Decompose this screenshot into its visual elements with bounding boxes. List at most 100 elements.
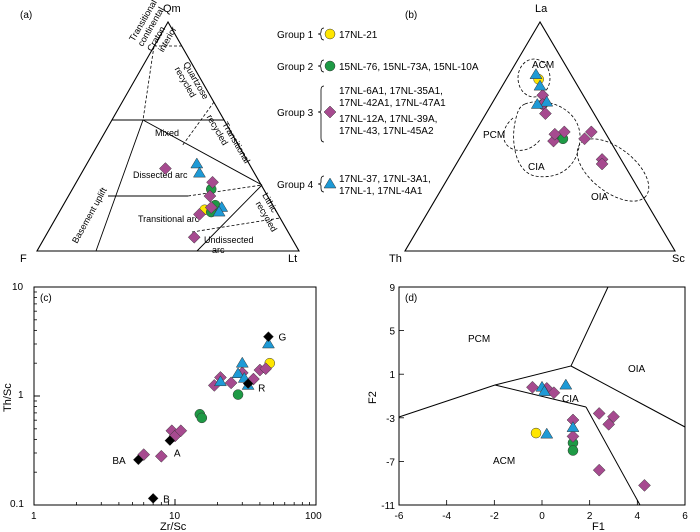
field-cia-outline: [513, 101, 581, 178]
panel-d-xlabel: F1: [592, 521, 605, 532]
data-point-group-4: [235, 356, 249, 368]
data-point-group-3: [566, 429, 580, 443]
legend-marker-group-4: [323, 177, 337, 189]
field-cia: CIA: [528, 162, 545, 173]
reference-point: [133, 454, 144, 466]
panel-d-boundary: [585, 406, 641, 506]
field-pcm: PCM: [468, 334, 490, 345]
field-undissected-arc-2: arc: [212, 245, 225, 255]
panel-a-boundary: [187, 184, 263, 197]
panel-b-apex-th: Th: [389, 253, 402, 265]
panel-d-label: (d): [405, 293, 417, 304]
field-pcm-outline: [503, 117, 541, 151]
legend-samples: 17NL-6A1, 17NL-35A1,: [339, 86, 443, 97]
data-point-group-3: [539, 107, 552, 120]
reference-point: [164, 435, 176, 446]
data-point-group-3: [174, 424, 188, 438]
reference-label: G: [278, 333, 286, 344]
data-point-group-4: [540, 95, 554, 107]
legend-brace: [317, 59, 325, 73]
data-point-group-3: [638, 479, 651, 492]
data-point-group-3: [224, 376, 238, 390]
panel-c-ytick: 0.1: [10, 499, 24, 510]
data-point-group-4: [231, 367, 245, 379]
panel-d-ytick: -3: [386, 414, 395, 425]
legend-samples: 15NL-76, 15NL-73A, 15NL-10A: [339, 62, 479, 73]
panel-d-ylabel: F2: [367, 391, 379, 404]
panel-d-xtick: -4: [442, 511, 451, 522]
panel-c-ticks: [33, 286, 317, 506]
panel-b-marks: [529, 68, 609, 171]
data-point-group-3: [592, 463, 606, 477]
reference-label: B: [163, 494, 170, 505]
panel-a-boundary: [142, 45, 155, 121]
data-point-group-3: [187, 230, 201, 244]
data-point-group-3: [206, 175, 219, 189]
data-point-group-2: [232, 389, 244, 400]
data-point-group-3: [602, 417, 616, 431]
data-point-group-4: [262, 337, 275, 349]
field-mixed: Mixed: [155, 128, 179, 138]
data-point-group-3: [204, 201, 218, 214]
data-point-group-3: [203, 189, 217, 203]
data-point-group-3: [592, 407, 606, 420]
field-undissected-arc: Undissected: [204, 235, 254, 245]
reference-point: [242, 378, 254, 389]
data-point-group-4: [559, 378, 573, 390]
field-dissected-arc: Dissected arc: [133, 170, 188, 180]
legend-brace: [317, 85, 325, 143]
panel-d: (d) -6 -4 -2 0 2 4 6 -11 -7 -3 1 5 9 PCM OIA CIA ACM…: [367, 283, 688, 532]
legend-samples: 17NL-1, 17NL-4A1: [339, 186, 423, 197]
panel-c-xtick: 1: [31, 511, 37, 522]
data-point-group-3: [159, 162, 172, 175]
data-point-group-4: [566, 421, 580, 432]
panel-a-boundary: [142, 119, 263, 186]
data-point-group-4: [530, 97, 544, 109]
legend-samples: 17NL-12A, 17NL-39A,: [339, 114, 437, 125]
reference-label: BA: [112, 456, 126, 467]
data-point-group-4: [212, 205, 226, 217]
field-cia: CIA: [562, 394, 579, 405]
data-point-group-4: [537, 385, 551, 396]
data-point-group-4: [190, 157, 204, 169]
legend-samples: 17NL-42A1, 17NL-47A1: [339, 98, 446, 109]
legend-marker-group-3: [323, 105, 337, 119]
data-point-group-1: [530, 427, 542, 439]
panel-a-apex-f: F: [20, 253, 27, 265]
legend-marker-group-2: [324, 60, 336, 72]
field-pcm: PCM: [483, 130, 505, 141]
data-point-group-3: [595, 157, 609, 171]
data-point-group-2: [196, 412, 208, 424]
legend-marker-group-1: [324, 28, 336, 40]
panel-d-xtick: -6: [395, 511, 404, 522]
panel-b-apex-la: La: [535, 3, 548, 15]
panel-d-xtick: 6: [682, 511, 688, 522]
panel-a-marks: [159, 157, 229, 244]
panel-b-label: (b): [405, 10, 417, 21]
field-oia: OIA: [591, 192, 609, 203]
data-point-group-3: [154, 449, 168, 463]
field-basement-uplift: Basement uplift: [70, 185, 109, 245]
panel-a-apex-lt: Lt: [288, 253, 297, 265]
panel-d-xtick: 0: [539, 511, 545, 522]
panel-a-boundary: [95, 119, 144, 252]
field-quartzose-recycled: Quartzose recycled: [173, 60, 212, 108]
panel-d-boundary: [494, 384, 587, 408]
panel-a-triangle: [36, 20, 300, 252]
panel-b: (b) La Th Sc ACM PCM CIA OIA: [389, 3, 685, 265]
panel-d-ytick: -7: [386, 457, 395, 468]
data-point-group-4: [192, 166, 206, 178]
data-point-group-4: [213, 375, 227, 387]
panel-d-boundary: [570, 365, 686, 428]
panel-d-boundary: [398, 286, 609, 418]
panel-b-triangle: [404, 20, 676, 252]
data-point-group-3: [557, 125, 571, 139]
legend-brace: [317, 27, 325, 41]
panel-d-ticks: -6 -4 -2 0 2 4 6 -11 -7 -3 1 5 9: [381, 283, 688, 522]
legend-group-name: Group 4: [277, 180, 314, 191]
reference-point: [263, 331, 274, 343]
panel-d-ytick: 1: [389, 370, 395, 381]
data-point-group-4: [540, 427, 554, 439]
legend-group-name: Group 3: [277, 108, 314, 119]
